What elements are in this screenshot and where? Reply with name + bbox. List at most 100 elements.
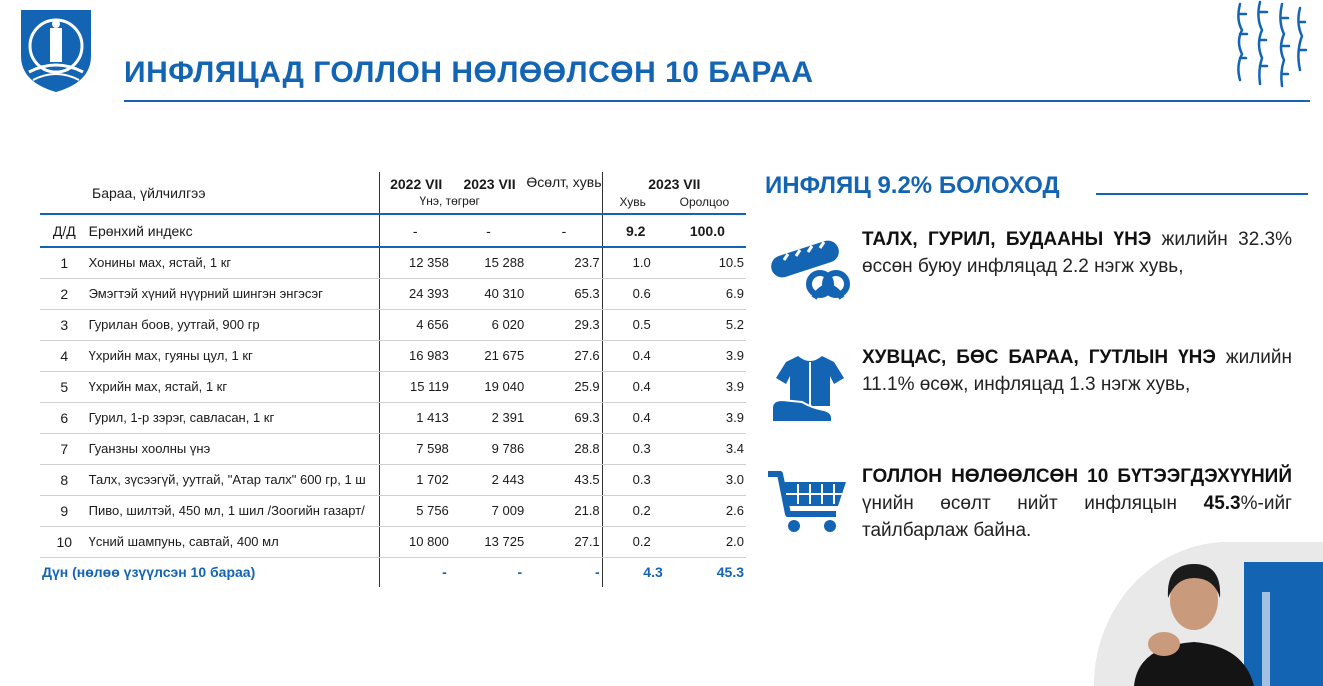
title-divider bbox=[124, 100, 1310, 102]
row-contrib: 6.9 bbox=[668, 278, 746, 310]
row-share: 0.4 bbox=[601, 371, 669, 403]
top10-statement-pct: 45.3 bbox=[1203, 493, 1241, 514]
total-contrib: 45.3 bbox=[668, 556, 746, 587]
panel-title: ИНФЛЯЦ 9.2% БОЛОХОД bbox=[765, 172, 1060, 199]
index-share: 9.2 bbox=[601, 214, 669, 248]
bread-pretzel-icon bbox=[771, 240, 850, 300]
row-growth: 43.5 bbox=[526, 464, 603, 496]
presenter-figure bbox=[1094, 542, 1323, 686]
row-contrib: 3.0 bbox=[668, 464, 746, 496]
total-row: Дүн (нөлөө үзүүлсэн 10 бараа) - - - 4.3 … bbox=[40, 556, 746, 587]
row-growth: 27.6 bbox=[526, 340, 603, 372]
row-share: 1.0 bbox=[601, 247, 669, 279]
row-number: 2 bbox=[40, 278, 89, 310]
clothes-shoe-icon bbox=[771, 356, 844, 423]
index-row: Д/Д Ерөнхий индекс - - - 9.2 100.0 bbox=[40, 214, 746, 248]
row-price-2022: 7 598 bbox=[378, 433, 451, 465]
row-price-2022: 4 656 bbox=[378, 309, 451, 341]
row-growth: 65.3 bbox=[526, 278, 603, 310]
row-share: 0.4 bbox=[601, 402, 669, 434]
row-number: 10 bbox=[40, 526, 89, 558]
row-price-2022: 10 800 bbox=[378, 526, 451, 558]
row-contrib: 2.6 bbox=[668, 495, 746, 527]
row-price-2023: 6 020 bbox=[450, 309, 527, 341]
row-price-2023: 19 040 bbox=[450, 371, 527, 403]
row-number: 9 bbox=[40, 495, 89, 527]
row-price-2022: 12 358 bbox=[378, 247, 451, 279]
row-growth: 23.7 bbox=[526, 247, 603, 279]
emblem-icon bbox=[21, 10, 91, 92]
row-growth: 27.1 bbox=[526, 526, 603, 558]
presenter-video bbox=[1094, 542, 1323, 686]
row-contrib: 3.9 bbox=[668, 340, 746, 372]
bread-statement-bold: ТАЛХ, ГУРИЛ, БУДААНЫ ҮНЭ bbox=[862, 229, 1152, 250]
row-share: 0.4 bbox=[601, 340, 669, 372]
row-price-2023: 15 288 bbox=[450, 247, 527, 279]
row-growth: 21.8 bbox=[526, 495, 603, 527]
row-price-2022: 5 756 bbox=[378, 495, 451, 527]
total-v2023: - bbox=[450, 556, 527, 587]
row-name: Үсний шампунь, савтай, 400 мл bbox=[88, 526, 380, 558]
row-contrib: 3.9 bbox=[668, 371, 746, 403]
total-share: 4.3 bbox=[601, 556, 669, 587]
total-v2022: - bbox=[378, 556, 451, 587]
table-row: 8 Талх, зүсээгүй, уутгай, "Атар талх" 600… bbox=[40, 464, 746, 496]
row-name: Үхрийн мах, гуяны цул, 1 кг bbox=[88, 340, 380, 372]
total-name: Дүн (нөлөө үзүүлсэн 10 бараа) bbox=[40, 556, 380, 587]
index-contrib: 100.0 bbox=[668, 214, 746, 248]
index-v2022: - bbox=[378, 214, 451, 248]
top10-statement-text-b: %-ийг тайлбарлаж байна. bbox=[862, 493, 1292, 541]
row-price-2023: 2 443 bbox=[450, 464, 527, 496]
row-contrib: 3.9 bbox=[668, 402, 746, 434]
row-growth: 25.9 bbox=[526, 371, 603, 403]
row-price-2023: 2 391 bbox=[450, 402, 527, 434]
index-growth: - bbox=[526, 214, 603, 248]
row-price-2022: 15 119 bbox=[378, 371, 451, 403]
row-price-2022: 16 983 bbox=[378, 340, 451, 372]
clothes-statement: ХУВЦАС, БӨС БАРАА, ГУТЛЫН ҮНЭ жилийн 11.… bbox=[862, 344, 1292, 398]
row-share: 0.2 bbox=[601, 526, 669, 558]
index-no: Д/Д bbox=[40, 214, 89, 248]
inflation-table: Бараа, үйлчилгээ 2022 VII 2023 VII Үнэ, … bbox=[40, 172, 746, 587]
bread-statement: ТАЛХ, ГУРИЛ, БУДААНЫ ҮНЭ жилийн 32.3% өс… bbox=[862, 226, 1292, 280]
goods-header: Бараа, үйлчилгээ bbox=[40, 172, 380, 215]
row-share: 0.6 bbox=[601, 278, 669, 310]
row-number: 7 bbox=[40, 433, 89, 465]
row-number: 6 bbox=[40, 402, 89, 434]
row-growth: 69.3 bbox=[526, 402, 603, 434]
contrib-label: Оролцоо bbox=[679, 195, 730, 209]
top10-statement-bold: ГОЛЛОН НӨЛӨӨЛСӨН 10 БҮТЭЭГДЭХҮҮНИЙ bbox=[862, 466, 1292, 487]
table-row: 5 Үхрийн мах, ястай, 1 кг 15 119 19 040 25.9… bbox=[40, 371, 746, 403]
mongolian-script-icon bbox=[1237, 0, 1308, 88]
table-row: 3 Гурилан боов, уутгай, 900 гр 4 656 6 020 2… bbox=[40, 309, 746, 341]
col-2023b: 2023 VII bbox=[648, 176, 701, 192]
row-contrib: 5.2 bbox=[668, 309, 746, 341]
growth-header: Өсөлт, хувь bbox=[526, 172, 603, 215]
col-2023: 2023 VII bbox=[463, 176, 516, 192]
row-name: Пиво, шилтэй, 450 мл, 1 шил /Зоогийн газ… bbox=[88, 495, 380, 527]
table-row: 10 Үсний шампунь, савтай, 400 мл 10 800 13 … bbox=[40, 526, 746, 558]
top10-statement-text-a: үнийн өсөлт нийт инфляцын bbox=[862, 493, 1204, 514]
row-growth: 28.8 bbox=[526, 433, 603, 465]
row-name: Эмэгтэй хүний нүүрний шингэн энгэсэг bbox=[88, 278, 380, 310]
col-2022: 2022 VII bbox=[390, 176, 443, 192]
bread-statement-text: жилийн 32.3% өссөн буюу инфляцад 2.2 нэг… bbox=[862, 229, 1293, 277]
row-name: Гуанзны хоолны үнэ bbox=[88, 433, 380, 465]
row-name: Талх, зүсээгүй, уутгай, "Атар талх" 600 … bbox=[88, 464, 380, 496]
panel-divider bbox=[1096, 193, 1308, 195]
row-number: 1 bbox=[40, 247, 89, 279]
row-name: Үхрийн мах, ястай, 1 кг bbox=[88, 371, 380, 403]
row-number: 4 bbox=[40, 340, 89, 372]
row-contrib: 2.0 bbox=[668, 526, 746, 558]
price-unit-label: Үнэ, төгрөг bbox=[419, 194, 480, 208]
row-contrib: 10.5 bbox=[668, 247, 746, 279]
clothes-statement-bold: ХУВЦАС, БӨС БАРАА, ГУТЛЫН ҮНЭ bbox=[862, 347, 1216, 368]
page-title: ИНФЛЯЦАД ГОЛЛОН НӨЛӨӨЛСӨН 10 БАРАА bbox=[124, 56, 814, 89]
row-price-2023: 21 675 bbox=[450, 340, 527, 372]
row-share: 0.3 bbox=[601, 464, 669, 496]
row-number: 5 bbox=[40, 371, 89, 403]
row-contrib: 3.4 bbox=[668, 433, 746, 465]
clothes-statement-text: жилийн 11.1% өсөж, инфляцад 1.3 нэгж хув… bbox=[862, 347, 1292, 395]
row-number: 3 bbox=[40, 309, 89, 341]
contribution-header: 2023 VII Хувь Оролцоо bbox=[601, 172, 746, 215]
